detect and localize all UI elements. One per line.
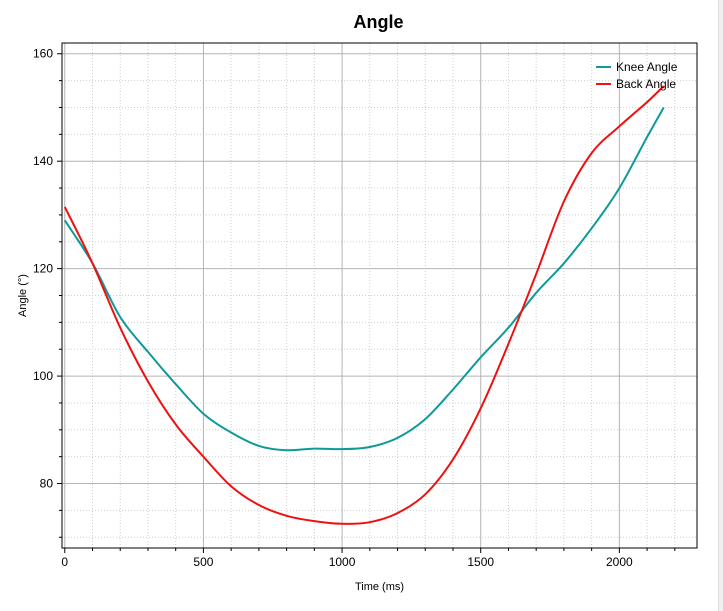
x-tick-label: 2000 [606, 555, 633, 569]
x-axis-label: Time (ms) [355, 581, 404, 593]
window-edge [718, 0, 723, 611]
x-tick-label: 500 [193, 555, 213, 569]
y-tick-label: 140 [33, 154, 53, 168]
y-tick-label: 120 [33, 262, 53, 276]
series-lines [63, 85, 665, 525]
series-line-back-angle [63, 85, 665, 525]
legend-label-knee-angle: Knee Angle [616, 60, 678, 74]
y-axis-label: Angle (°) [17, 274, 29, 317]
major-grid [62, 43, 697, 548]
x-tick-label: 0 [61, 555, 68, 569]
x-tick-label: 1000 [329, 555, 356, 569]
x-tick-label: 1500 [467, 555, 494, 569]
series-line-knee-angle [63, 107, 665, 452]
axis-ticks [57, 53, 676, 553]
y-tick-label: 80 [40, 477, 54, 491]
minor-grid [62, 43, 697, 548]
plot-frame [61, 42, 698, 549]
legend: Knee Angle Back Angle [596, 60, 678, 91]
chart-title: Angle [353, 12, 404, 32]
legend-label-back-angle: Back Angle [616, 77, 676, 91]
y-tick-label: 100 [33, 369, 53, 383]
y-tick-label: 160 [33, 47, 53, 61]
tick-labels: 0 500 1000 1500 2000 80 100 120 140 160 [33, 47, 633, 569]
